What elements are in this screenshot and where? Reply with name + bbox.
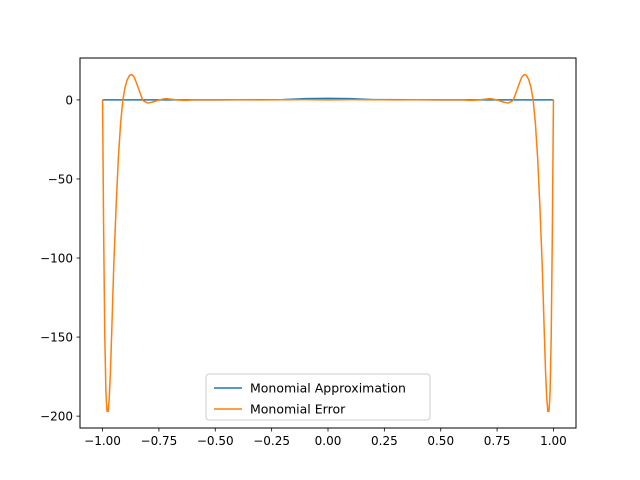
y-tick-label: 0 <box>65 93 73 107</box>
y-axis: 0 −50 −100 −150 −200 <box>40 93 80 424</box>
legend: Monomial Approximation Monomial Error <box>205 373 431 421</box>
legend-box <box>205 373 431 421</box>
legend-label-0: Monomial Approximation <box>250 381 406 396</box>
y-tick-label: −200 <box>40 410 73 424</box>
x-tick-label: 0.75 <box>484 434 511 448</box>
y-tick-label: −150 <box>40 331 73 345</box>
y-tick-label: −50 <box>48 172 73 186</box>
x-tick-label: 1.00 <box>540 434 567 448</box>
x-tick-label: −0.75 <box>141 434 178 448</box>
x-tick-label: 0.00 <box>315 434 342 448</box>
x-axis: −1.00 −0.75 −0.50 −0.25 0.00 0.25 0.50 0.75 1.00 <box>84 428 567 448</box>
series-line-1 <box>101 73 555 413</box>
x-tick-label: −0.25 <box>253 434 290 448</box>
x-tick-label: 0.50 <box>427 434 454 448</box>
x-tick-label: −0.50 <box>197 434 234 448</box>
y-tick-label: −100 <box>40 252 73 266</box>
plot-lines <box>101 73 555 413</box>
x-tick-label: −1.00 <box>84 434 121 448</box>
legend-label-1: Monomial Error <box>250 402 346 417</box>
x-tick-label: 0.25 <box>371 434 398 448</box>
